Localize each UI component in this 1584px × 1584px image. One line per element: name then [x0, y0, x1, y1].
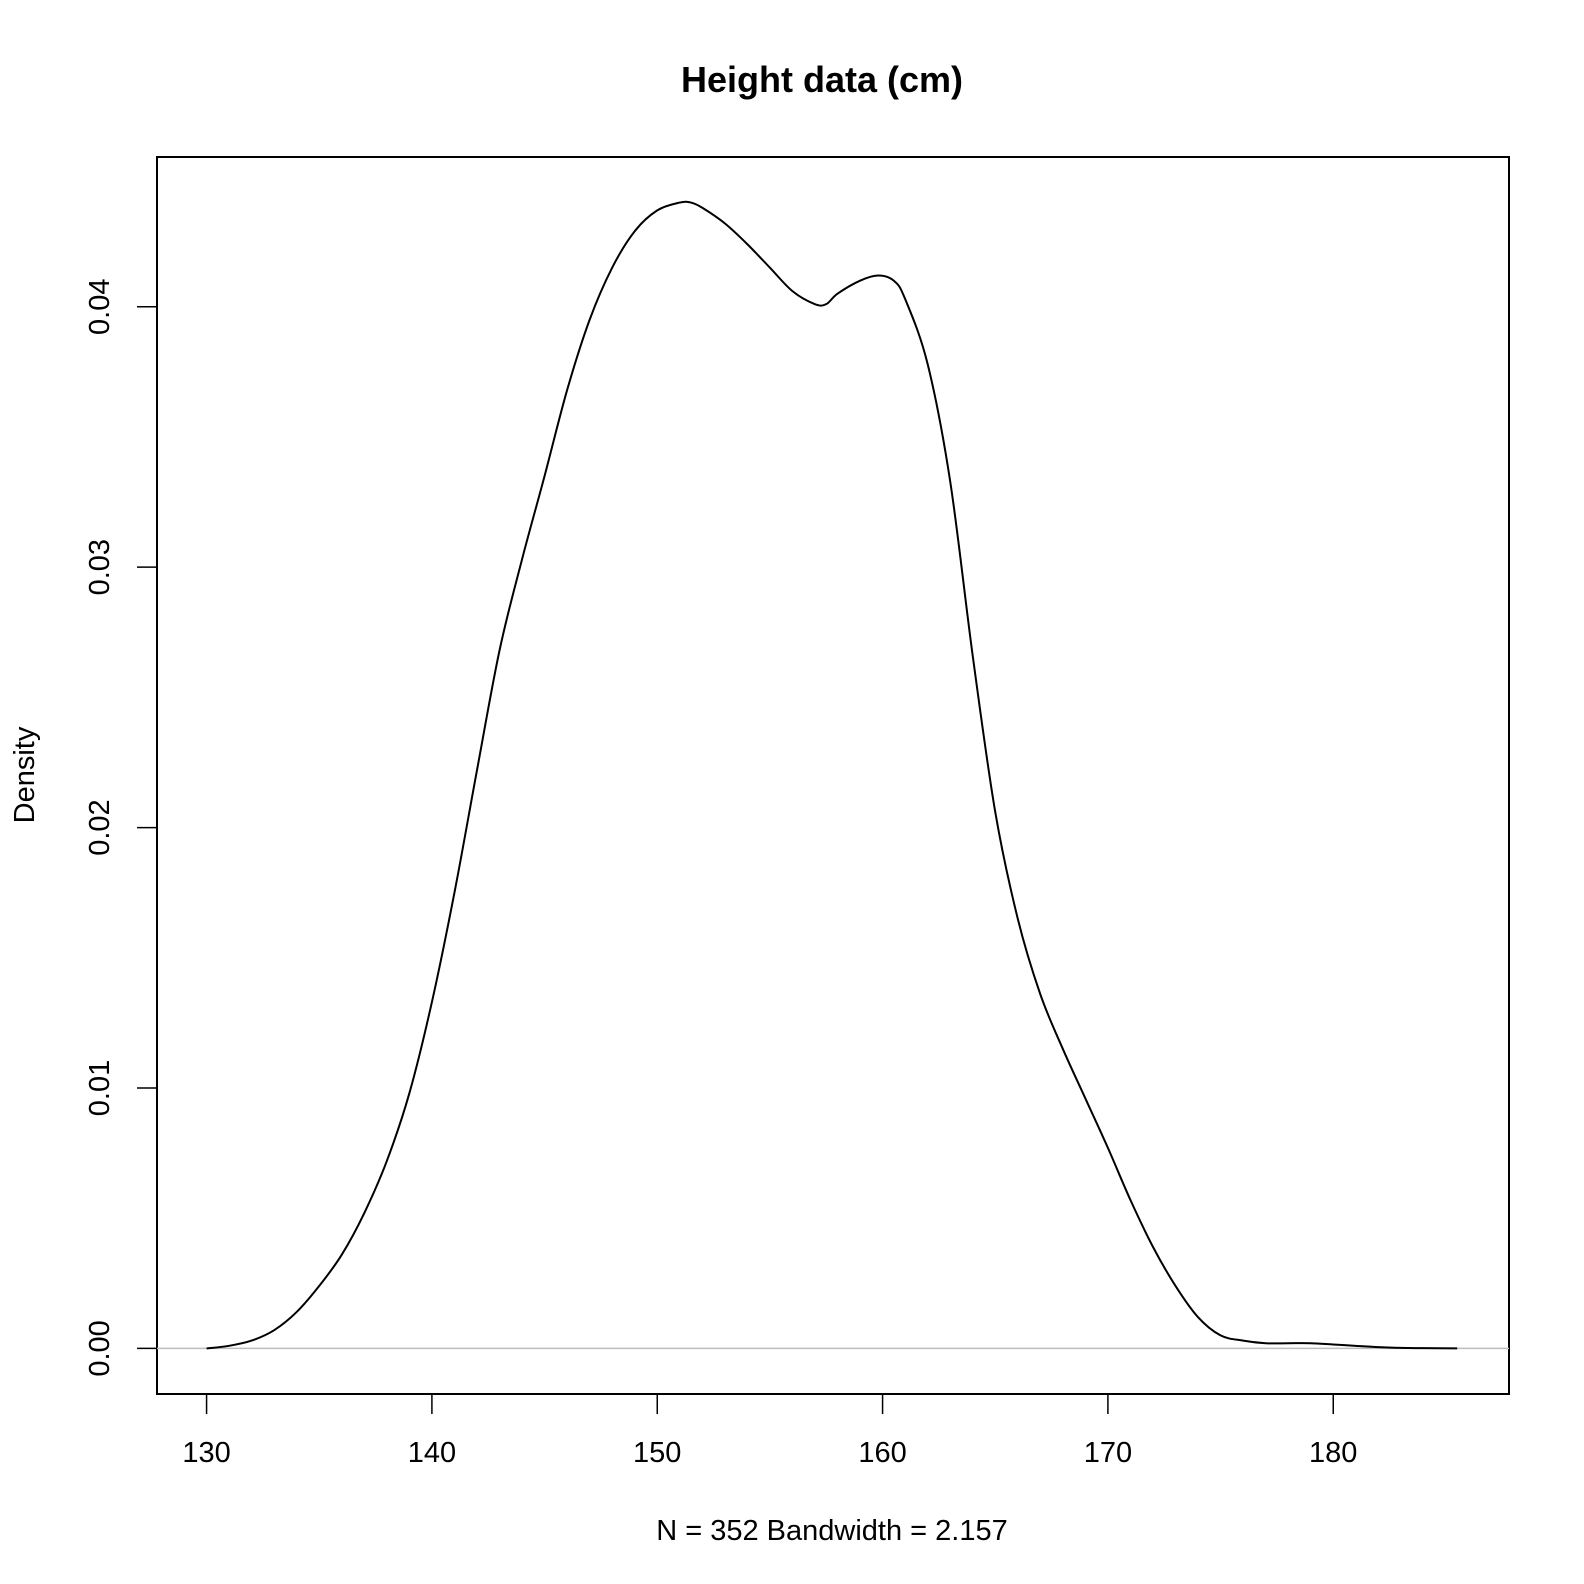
x-tick-label: 140 [408, 1437, 456, 1469]
y-tick-label: 0.04 [84, 279, 116, 335]
x-tick-label: 150 [633, 1437, 681, 1469]
x-axis-label: N = 352 Bandwidth = 2.157 [656, 1515, 1007, 1547]
y-axis-label: Density [9, 726, 41, 823]
y-tick-label: 0.02 [84, 799, 116, 855]
plot-frame [156, 156, 1510, 1395]
x-tick-label: 180 [1309, 1437, 1357, 1469]
y-axis: 0.00 0.01 0.02 0.03 0.04 [84, 279, 158, 1377]
y-tick-label: 0.03 [84, 539, 116, 595]
x-tick-label: 130 [182, 1437, 230, 1469]
x-tick-label: 160 [858, 1437, 906, 1469]
density-curve [206, 200, 1458, 1350]
x-axis: 130 140 150 160 170 180 [182, 1393, 1357, 1469]
y-tick-label: 0.00 [84, 1320, 116, 1376]
x-tick-label: 170 [1084, 1437, 1132, 1469]
y-tick-label: 0.01 [84, 1060, 116, 1116]
chart-title: Height data (cm) [681, 59, 963, 100]
